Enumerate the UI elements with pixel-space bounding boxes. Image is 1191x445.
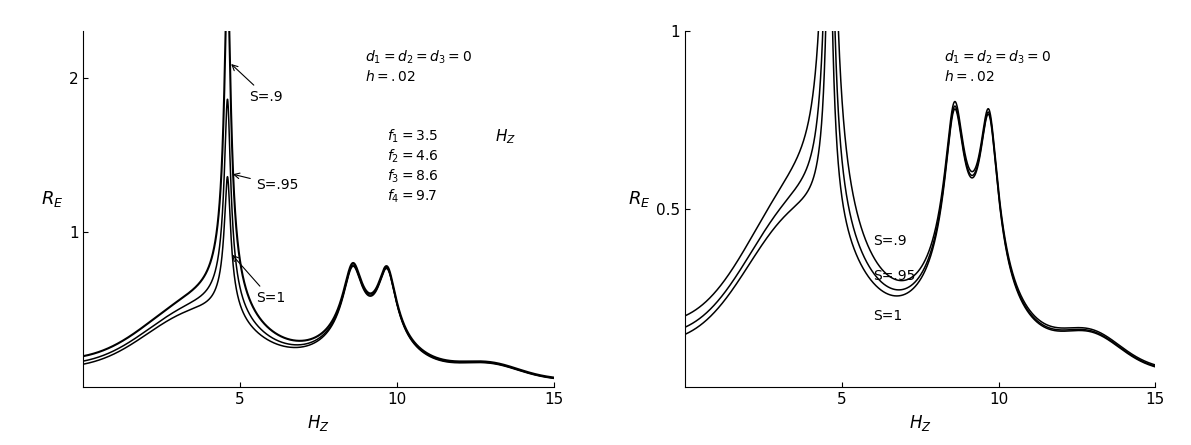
Text: S=1: S=1 xyxy=(873,308,903,323)
Text: $f_1=3.5$
$f_2=4.6$
$f_3=8.6$
$f_4=9.7$: $f_1=3.5$ $f_2=4.6$ $f_3=8.6$ $f_4=9.7$ xyxy=(387,127,438,205)
Text: S=.9: S=.9 xyxy=(232,65,283,104)
Text: $d_1=d_2=d_3=0$
$h=.02$: $d_1=d_2=d_3=0$ $h=.02$ xyxy=(943,49,1050,84)
Text: S=.95: S=.95 xyxy=(233,173,298,192)
Text: S=.9: S=.9 xyxy=(873,234,906,248)
Text: S=1: S=1 xyxy=(232,255,285,305)
X-axis label: $H_Z$: $H_Z$ xyxy=(307,413,330,433)
X-axis label: $H_Z$: $H_Z$ xyxy=(909,413,931,433)
Text: S=.95: S=.95 xyxy=(873,269,916,283)
Text: $d_1=d_2=d_3=0$
$h=.02$: $d_1=d_2=d_3=0$ $h=.02$ xyxy=(366,49,473,84)
Text: $H_Z$: $H_Z$ xyxy=(494,127,516,146)
Y-axis label: $R_E$: $R_E$ xyxy=(629,189,650,209)
Y-axis label: $R_E$: $R_E$ xyxy=(40,189,63,209)
